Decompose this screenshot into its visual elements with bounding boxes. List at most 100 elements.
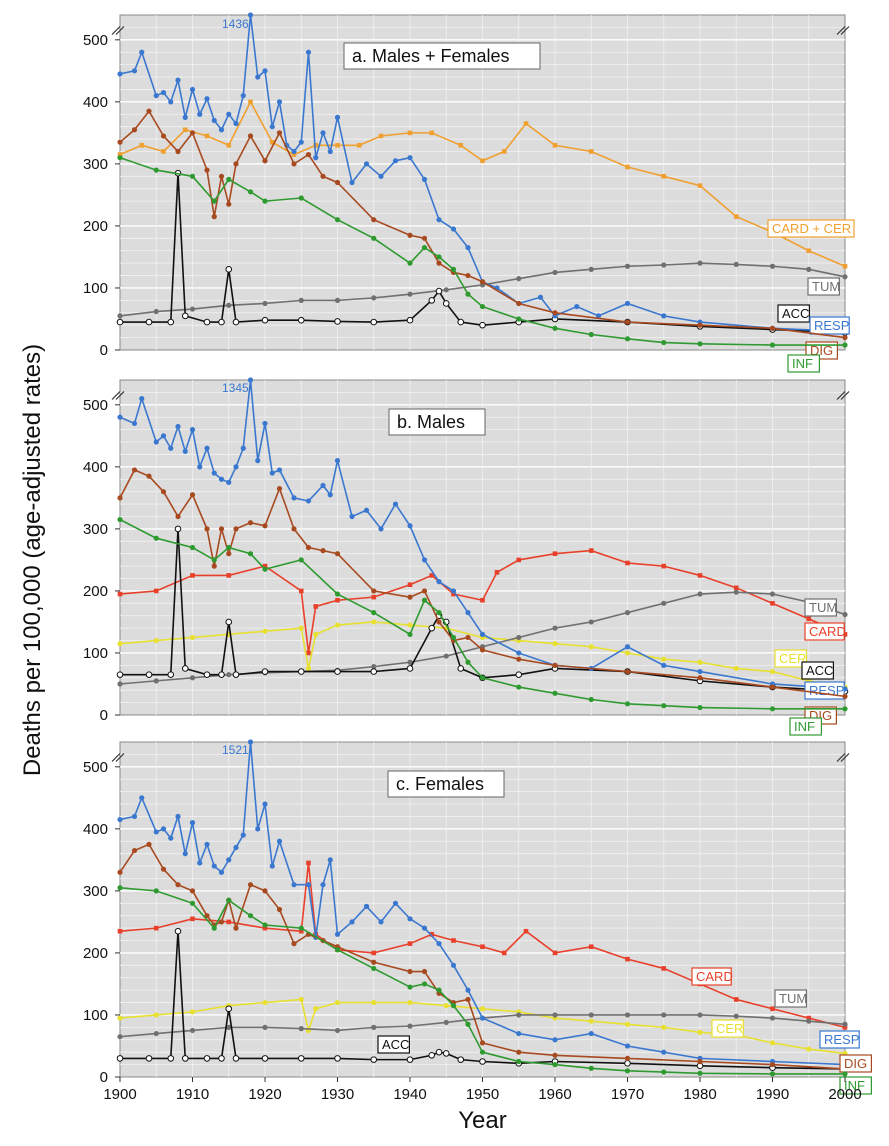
data-point <box>407 631 413 637</box>
data-point <box>298 925 304 931</box>
data-point <box>313 631 319 637</box>
data-point <box>465 245 471 251</box>
data-point <box>443 1019 449 1026</box>
data-point <box>436 987 442 993</box>
data-point <box>624 1043 631 1049</box>
data-point <box>516 1012 522 1018</box>
data-point <box>697 573 703 578</box>
data-point <box>624 319 631 325</box>
data-point <box>189 173 196 179</box>
data-point <box>624 668 631 675</box>
data-point <box>204 841 210 847</box>
data-point <box>516 276 522 282</box>
data-point <box>189 888 196 894</box>
data-point <box>392 900 399 906</box>
data-point <box>421 235 428 241</box>
data-point <box>515 671 523 678</box>
data-point <box>465 659 471 665</box>
data-point <box>160 133 167 139</box>
data-point <box>624 1068 631 1074</box>
data-point <box>450 588 457 594</box>
data-point <box>262 999 268 1006</box>
series-line <box>119 886 845 1075</box>
axis-break-mark <box>111 753 125 762</box>
series-label-box <box>787 354 820 373</box>
data-point <box>625 164 630 170</box>
data-point <box>537 294 544 300</box>
data-point <box>334 931 341 937</box>
data-point <box>770 601 775 606</box>
data-point <box>211 214 217 220</box>
data-point <box>407 523 413 529</box>
data-point <box>421 557 428 563</box>
series-label: CARD <box>696 969 733 984</box>
data-point <box>624 701 631 707</box>
series-card <box>117 548 848 656</box>
data-point <box>327 492 333 498</box>
panel-title: a. Males + Females <box>352 46 510 66</box>
data-point <box>334 1027 341 1034</box>
data-point <box>240 445 246 451</box>
data-point <box>407 999 413 1006</box>
data-point <box>226 897 232 903</box>
data-point <box>552 142 558 148</box>
series-label: CARD <box>809 624 846 639</box>
data-point <box>733 665 739 672</box>
data-point <box>842 1025 848 1030</box>
panel-title-box <box>387 770 505 798</box>
data-point <box>624 336 631 342</box>
data-point <box>624 644 631 650</box>
data-point <box>225 1005 233 1013</box>
data-point <box>769 1071 776 1077</box>
data-point <box>182 127 188 133</box>
data-point <box>363 161 370 167</box>
data-point <box>806 1018 812 1024</box>
data-point <box>262 523 268 529</box>
data-point <box>226 142 232 148</box>
data-point <box>262 420 268 427</box>
data-point <box>436 260 442 266</box>
data-point <box>116 1055 124 1062</box>
data-point <box>255 74 261 80</box>
data-point <box>661 339 667 346</box>
data-point <box>262 563 268 569</box>
data-point <box>182 448 188 454</box>
data-point <box>552 325 558 331</box>
data-point <box>421 968 428 975</box>
series-label-box <box>767 219 855 238</box>
data-point <box>479 1015 486 1021</box>
axis-break-mark <box>111 26 125 35</box>
data-point <box>203 1055 211 1062</box>
data-point <box>421 176 428 182</box>
data-point <box>769 1061 776 1068</box>
data-point <box>160 433 167 439</box>
data-point <box>190 573 195 578</box>
peak-label: 1436 <box>222 17 249 31</box>
data-point <box>479 1006 486 1012</box>
data-point <box>117 869 123 875</box>
data-point <box>248 99 253 105</box>
data-point <box>233 844 239 851</box>
data-point <box>131 467 138 473</box>
data-point <box>117 1015 123 1021</box>
data-point <box>190 916 195 922</box>
data-point <box>203 671 211 678</box>
data-point <box>334 622 341 628</box>
data-point <box>378 133 384 139</box>
y-tick-label: 500 <box>83 397 108 414</box>
data-point <box>131 127 138 133</box>
data-point <box>429 130 435 136</box>
series-label: TUM <box>779 991 807 1006</box>
panel-3: 0 100 200 300 400 500 CARD CER TUM ACC RESP DIG INF c… <box>83 739 872 1095</box>
data-point <box>261 316 269 324</box>
data-point <box>806 248 812 254</box>
data-point <box>262 566 268 572</box>
series-card-cer <box>117 99 848 269</box>
data-point <box>349 179 355 186</box>
data-point <box>291 161 297 167</box>
data-point <box>523 121 529 126</box>
data-point <box>145 1055 153 1062</box>
peak-label: 1521 <box>222 743 249 757</box>
data-point <box>298 625 304 631</box>
axis-break-mark <box>836 391 850 400</box>
